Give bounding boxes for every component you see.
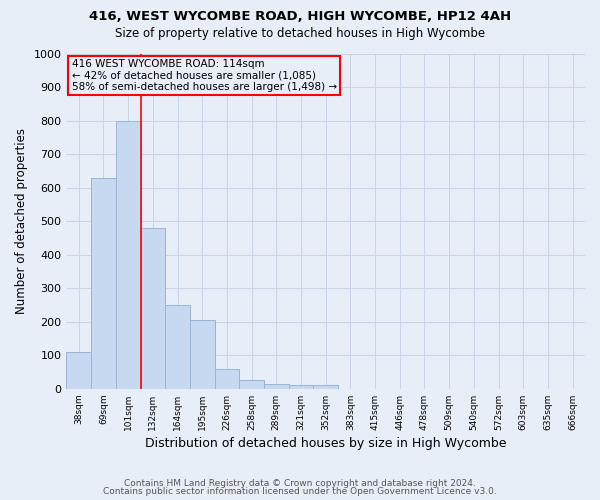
Text: Contains public sector information licensed under the Open Government Licence v3: Contains public sector information licen… (103, 487, 497, 496)
X-axis label: Distribution of detached houses by size in High Wycombe: Distribution of detached houses by size … (145, 437, 506, 450)
Text: 416, WEST WYCOMBE ROAD, HIGH WYCOMBE, HP12 4AH: 416, WEST WYCOMBE ROAD, HIGH WYCOMBE, HP… (89, 10, 511, 23)
Bar (165, 305, 190, 389)
Text: 416 WEST WYCOMBE ROAD: 114sqm
← 42% of detached houses are smaller (1,085)
58% o: 416 WEST WYCOMBE ROAD: 114sqm ← 42% of d… (71, 59, 337, 92)
Bar (116, 121, 140, 389)
Bar (289, 386, 313, 389)
Bar (91, 178, 116, 389)
Bar (239, 380, 264, 389)
Bar (215, 368, 239, 389)
Bar (190, 320, 215, 389)
Bar (264, 384, 289, 389)
Y-axis label: Number of detached properties: Number of detached properties (15, 128, 28, 314)
Text: Size of property relative to detached houses in High Wycombe: Size of property relative to detached ho… (115, 28, 485, 40)
Bar (313, 386, 338, 389)
Bar (67, 352, 91, 389)
Bar (140, 228, 165, 389)
Text: Contains HM Land Registry data © Crown copyright and database right 2024.: Contains HM Land Registry data © Crown c… (124, 478, 476, 488)
